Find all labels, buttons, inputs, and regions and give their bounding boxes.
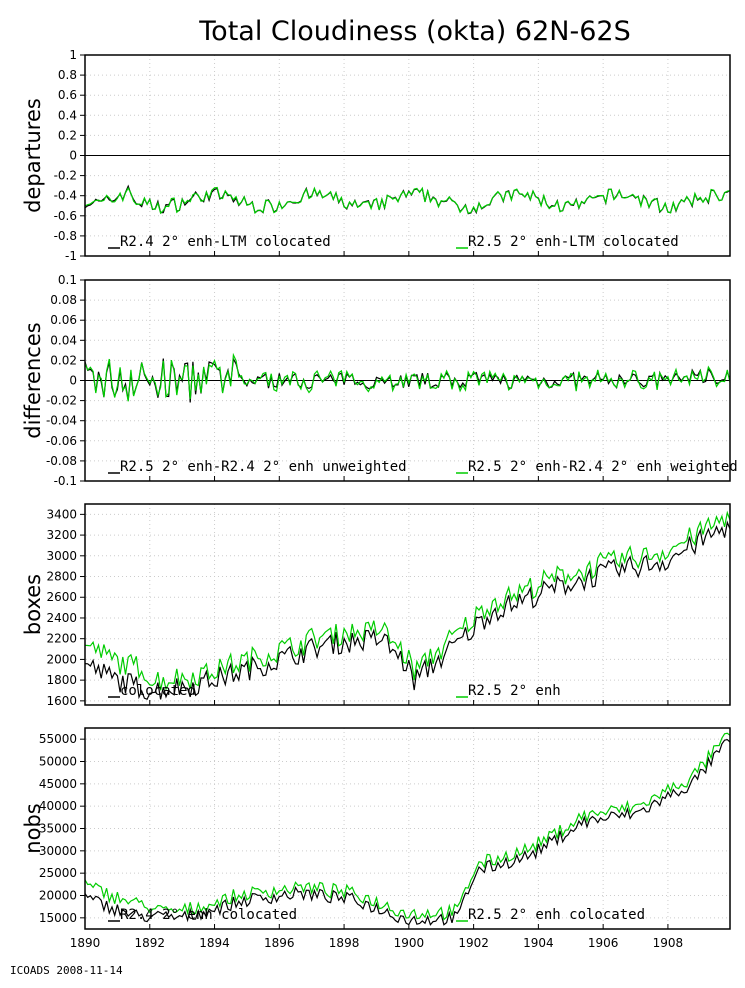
y-tick-label: 0.02 — [50, 353, 77, 367]
y-tick-label: 0.08 — [50, 293, 77, 307]
x-tick-label: 1892 — [134, 936, 165, 950]
legend-label: R2.5 2° enh-LTM colocated — [468, 234, 679, 250]
x-tick-label: 1898 — [329, 936, 360, 950]
series-line-2 — [84, 732, 731, 921]
y-tick-label: -0.6 — [54, 209, 77, 223]
y-tick-label: -0.2 — [54, 169, 77, 183]
y-axis-label: nobs — [21, 803, 45, 853]
plot-frame — [84, 727, 731, 930]
series-line-2 — [84, 352, 731, 402]
y-tick-label: 55000 — [39, 732, 77, 746]
y-tick-label: 0.06 — [50, 313, 77, 327]
y-tick-label: 2400 — [46, 611, 77, 625]
panel-differences: 0.1 0.08 0.06 0.04 0.02 0 -0.02 -0.04 -0.06 -0.08… — [21, 273, 738, 488]
y-tick-label: -0.04 — [46, 414, 77, 428]
y-tick-label: -0.1 — [54, 474, 77, 488]
legend-label: R2.5 2° enh — [468, 683, 561, 699]
series-line-1 — [84, 520, 731, 700]
y-tick-label: -0.8 — [54, 229, 77, 243]
y-tick-label: 3400 — [46, 507, 77, 521]
x-tick-label: 1896 — [264, 936, 295, 950]
y-axis-label: boxes — [21, 574, 45, 635]
panel-departures: 1 0.8 0.6 0.4 0.2 0 -0.2 -0.4 -0.6 -0.8 -1 R2.4 2° … — [21, 48, 731, 263]
y-tick-label: 0 — [69, 374, 77, 388]
y-tick-label: 35000 — [39, 822, 77, 836]
y-tick-label: 0.6 — [58, 88, 77, 102]
y-tick-label: -1 — [65, 249, 77, 263]
y-tick-label: 50000 — [39, 755, 77, 769]
y-tick-label: -0.08 — [46, 454, 77, 468]
panel-boxes: 3400 3200 3000 2800 2600 2400 2200 2000 1800 1600… — [21, 503, 731, 708]
panels: 1 0.8 0.6 0.4 0.2 0 -0.2 -0.4 -0.6 -0.8 -1 R2.4 2° … — [21, 48, 738, 950]
y-tick-label: 40000 — [39, 799, 77, 813]
y-tick-label: 1600 — [46, 694, 77, 708]
y-tick-label: 20000 — [39, 889, 77, 903]
y-tick-label: 0 — [69, 149, 77, 163]
y-tick-label: 2000 — [46, 652, 77, 666]
x-tick-label: 1902 — [458, 936, 489, 950]
y-tick-label: 0.1 — [58, 273, 77, 287]
x-tick-label: 1906 — [588, 936, 619, 950]
y-tick-label: 0.04 — [50, 333, 77, 347]
y-tick-label: 15000 — [39, 911, 77, 925]
y-tick-label: -0.4 — [54, 189, 77, 203]
legend-label: colocated — [120, 683, 196, 699]
legend-label: R2.5 2° enh-R2.4 2° enh unweighted — [120, 459, 407, 475]
plot-frame — [84, 279, 731, 482]
plot-frame — [84, 503, 731, 706]
series-line-2 — [84, 186, 731, 215]
y-tick-label: 3000 — [46, 549, 77, 563]
series-line-1 — [84, 738, 731, 926]
y-tick-label: -0.02 — [46, 394, 77, 408]
y-tick-label: 0.4 — [58, 108, 77, 122]
y-tick-label: 1 — [69, 48, 77, 62]
legend-label: R2.5 2° enh colocated — [468, 907, 645, 923]
y-tick-label: 1800 — [46, 673, 77, 687]
y-axis-label: departures — [21, 98, 45, 213]
y-tick-label: 30000 — [39, 844, 77, 858]
x-tick-label: 1890 — [70, 936, 101, 950]
y-tick-label: 3200 — [46, 528, 77, 542]
y-tick-label: 0.8 — [58, 68, 77, 82]
legend-label: R2.4 2° enh-LTM colocated — [120, 234, 331, 250]
y-axis-label: differences — [21, 322, 45, 438]
x-tick-label: 1900 — [394, 936, 425, 950]
footer-credit: ICOADS 2008-11-14 — [10, 964, 123, 977]
legend-label: R2.4 2° enh colocated — [120, 907, 297, 923]
y-tick-label: 45000 — [39, 777, 77, 791]
y-tick-label: 2600 — [46, 590, 77, 604]
x-tick-label: 1904 — [523, 936, 554, 950]
y-tick-label: 2800 — [46, 570, 77, 584]
legend-label: R2.5 2° enh-R2.4 2° enh weighted — [468, 459, 738, 475]
y-tick-label: -0.06 — [46, 434, 77, 448]
x-tick-label: 1908 — [653, 936, 684, 950]
y-tick-label: 0.2 — [58, 128, 77, 142]
panel-nobs: 55000 50000 45000 40000 35000 30000 25000 20000… — [21, 727, 731, 930]
x-tick-label: 1894 — [199, 936, 230, 950]
chart-title: Total Cloudiness (okta) 62N-62S — [198, 16, 630, 47]
y-tick-label: 25000 — [39, 866, 77, 880]
series-line-2 — [84, 510, 731, 692]
y-tick-label: 2200 — [46, 632, 77, 646]
plot-frame — [84, 54, 731, 257]
